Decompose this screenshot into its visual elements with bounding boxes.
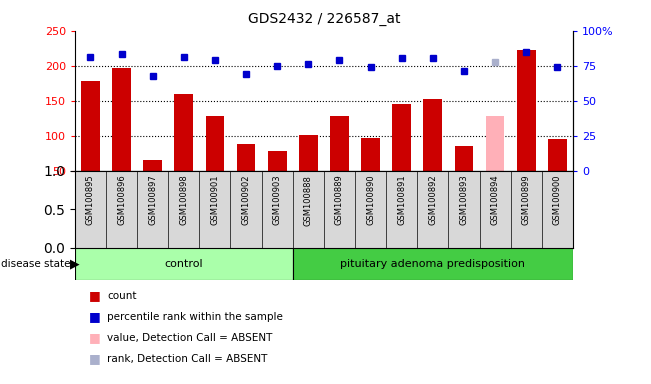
Bar (299, 135, 318, 171)
Bar (143, 161, 162, 171)
Text: disease state: disease state (1, 259, 71, 269)
Bar (393, 104, 411, 171)
Text: ▶: ▶ (70, 258, 79, 270)
Title: GDS2432 / 226587_at: GDS2432 / 226587_at (247, 12, 400, 25)
Text: rank, Detection Call = ABSENT: rank, Detection Call = ABSENT (107, 354, 268, 364)
Text: ■: ■ (89, 353, 100, 366)
Bar (517, 50, 536, 171)
Text: GSM100903: GSM100903 (273, 175, 282, 225)
Bar (174, 94, 193, 171)
Text: ■: ■ (89, 331, 100, 344)
Text: GSM100892: GSM100892 (428, 175, 437, 225)
Bar (112, 68, 131, 171)
Bar (75, 248, 293, 280)
Text: pituitary adenoma predisposition: pituitary adenoma predisposition (340, 259, 525, 269)
Text: GSM100902: GSM100902 (242, 175, 251, 225)
Bar (293, 248, 573, 280)
Text: GSM100894: GSM100894 (491, 175, 499, 225)
Text: GSM100897: GSM100897 (148, 175, 157, 225)
Bar (548, 139, 566, 171)
Text: GSM100898: GSM100898 (179, 175, 188, 225)
Bar (423, 99, 442, 171)
Text: value, Detection Call = ABSENT: value, Detection Call = ABSENT (107, 333, 273, 343)
Text: GSM100900: GSM100900 (553, 175, 562, 225)
Text: GSM100901: GSM100901 (210, 175, 219, 225)
Bar (330, 116, 349, 171)
Text: GSM100889: GSM100889 (335, 175, 344, 225)
Text: GSM100896: GSM100896 (117, 175, 126, 225)
Text: GSM100895: GSM100895 (86, 175, 95, 225)
Bar (268, 151, 286, 171)
Bar (206, 116, 224, 171)
Text: ■: ■ (89, 310, 100, 323)
Text: GSM100890: GSM100890 (366, 175, 375, 225)
Text: control: control (165, 259, 203, 269)
Text: ■: ■ (89, 289, 100, 302)
Text: GSM100888: GSM100888 (304, 175, 313, 225)
Text: GSM100893: GSM100893 (460, 175, 469, 225)
Bar (486, 116, 505, 171)
Text: percentile rank within the sample: percentile rank within the sample (107, 312, 283, 322)
Text: count: count (107, 291, 137, 301)
Text: GSM100891: GSM100891 (397, 175, 406, 225)
Bar (81, 81, 100, 171)
Bar (237, 144, 255, 171)
Text: GSM100899: GSM100899 (521, 175, 531, 225)
Bar (454, 146, 473, 171)
Bar (361, 138, 380, 171)
